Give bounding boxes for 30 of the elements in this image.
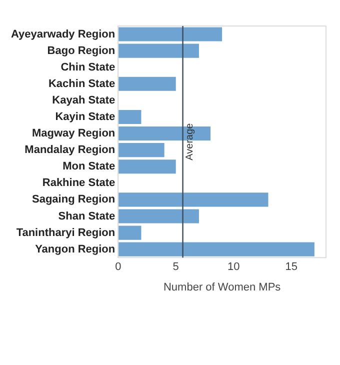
- x-axis-title: Number of Women MPs: [163, 281, 282, 294]
- y-tick-label: Chin State: [60, 61, 116, 74]
- y-tick-label: Kayah State: [52, 94, 116, 106]
- bar: [118, 226, 142, 240]
- bar: [118, 44, 199, 58]
- ref-line-label: Average: [184, 122, 196, 160]
- x-tick-label: 10: [227, 261, 240, 274]
- y-tick-label: Yangon Region: [35, 243, 116, 256]
- y-tick-label: Mandalay Region: [24, 144, 116, 156]
- y-tick-label: Kayin State: [55, 111, 116, 124]
- bar: [118, 110, 142, 124]
- y-tick-label: Magway Region: [32, 128, 116, 140]
- bar: [118, 27, 222, 42]
- y-tick-label: Bago Region: [47, 44, 116, 57]
- bar: [118, 242, 314, 256]
- x-tick-label: 0: [115, 261, 122, 274]
- x-tick-label: 15: [285, 261, 298, 274]
- y-tick-label: Shan State: [58, 210, 116, 222]
- bar: [118, 160, 176, 174]
- bar: [118, 192, 268, 207]
- bar: [118, 76, 176, 91]
- x-tick-label: 5: [172, 261, 179, 274]
- y-tick-label: Kachin State: [48, 78, 116, 90]
- bar: [118, 143, 164, 158]
- y-tick-label: Rakhine State: [42, 177, 116, 190]
- y-tick-label: Sagaing Region: [32, 194, 116, 206]
- y-tick-label: Tanintharyi Region: [16, 226, 116, 239]
- y-tick-label: Mon State: [62, 160, 116, 173]
- y-tick-label: Ayeyarwady Region: [10, 28, 116, 40]
- bar: [118, 209, 199, 224]
